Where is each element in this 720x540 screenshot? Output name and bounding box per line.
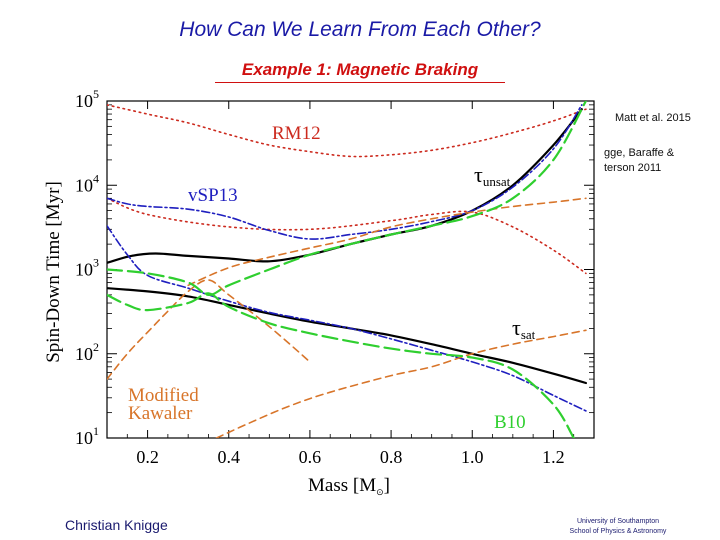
slide-title: How Can We Learn From Each Other? bbox=[179, 18, 541, 41]
y-tick-label: 102 bbox=[75, 340, 99, 364]
institution: University of Southampton School of Phys… bbox=[548, 517, 688, 537]
label-tau-sat: τsat bbox=[512, 315, 536, 342]
label-modified: Modified bbox=[128, 385, 199, 406]
y-tick-label: 105 bbox=[75, 87, 99, 111]
citation-matt-2015: Matt et al. 2015 bbox=[615, 112, 691, 124]
data-series bbox=[107, 101, 587, 438]
tau-sat-subscript: sat bbox=[521, 327, 536, 342]
y-tick-label: 103 bbox=[75, 256, 99, 280]
x-tick-label: 0.8 bbox=[380, 447, 403, 467]
y-tick-base: 10 bbox=[75, 175, 93, 195]
slide-subtitle: Example 1: Magnetic Braking bbox=[241, 60, 479, 79]
institution-line-2: School of Physics & Astronomy bbox=[569, 528, 667, 535]
x-tick-label: 1.2 bbox=[542, 447, 565, 467]
x-axis-label: Mass [M⊙] bbox=[308, 475, 390, 497]
x-tick-label: 0.4 bbox=[218, 447, 241, 467]
citation-knigge-2011: gge, Baraffe & terson 2011 bbox=[604, 147, 675, 174]
y-tick-base: 10 bbox=[75, 428, 93, 448]
series-b10-lower bbox=[107, 292, 575, 438]
label-b10: B10 bbox=[494, 412, 526, 433]
y-tick-exponent: 2 bbox=[93, 340, 99, 354]
series-b10-upper bbox=[107, 101, 587, 296]
y-tick-base: 10 bbox=[75, 91, 93, 111]
y-tick-exponent: 3 bbox=[93, 256, 99, 270]
tau-unsat-symbol: τ bbox=[474, 162, 483, 187]
tau-sat-symbol: τ bbox=[512, 315, 521, 340]
label-rm12: RM12 bbox=[272, 123, 321, 144]
x-tick-label: 0.6 bbox=[299, 447, 322, 467]
x-tick-label: 1.0 bbox=[461, 447, 484, 467]
author-name: Christian Knigge bbox=[65, 517, 168, 533]
label-tau-unsat: τunsat bbox=[474, 162, 511, 189]
x-axis-label-text: Mass [M bbox=[308, 475, 376, 496]
series-mk-lower bbox=[107, 279, 311, 380]
y-axis-label: Spin-Down Time [Myr] bbox=[43, 181, 64, 363]
series-rm12-upper bbox=[107, 104, 587, 158]
series-mk-upper bbox=[187, 197, 587, 287]
y-tick-label: 101 bbox=[75, 424, 99, 448]
label-vsp13: vSP13 bbox=[188, 185, 238, 206]
y-tick-exponent: 5 bbox=[93, 87, 99, 101]
series-vsp13-lower bbox=[107, 225, 587, 412]
y-tick-exponent: 1 bbox=[93, 424, 99, 438]
series-mk-bottom bbox=[215, 329, 587, 438]
y-tick-label: 104 bbox=[75, 171, 99, 195]
institution-line-1: University of Southampton bbox=[576, 518, 660, 525]
y-tick-base: 10 bbox=[75, 260, 93, 280]
y-tick-exponent: 4 bbox=[93, 171, 99, 185]
y-tick-base: 10 bbox=[75, 344, 93, 364]
series-rm12-lower bbox=[107, 197, 587, 275]
tau-unsat-subscript: unsat bbox=[483, 174, 511, 189]
subtitle-underline bbox=[215, 82, 505, 83]
label-kawaler: Kawaler bbox=[128, 403, 193, 424]
x-axis-label-close: ] bbox=[384, 475, 390, 496]
solar-symbol: ⊙ bbox=[376, 487, 384, 497]
series-vsp13-upper bbox=[107, 104, 583, 240]
x-tick-label: 0.2 bbox=[136, 447, 159, 467]
